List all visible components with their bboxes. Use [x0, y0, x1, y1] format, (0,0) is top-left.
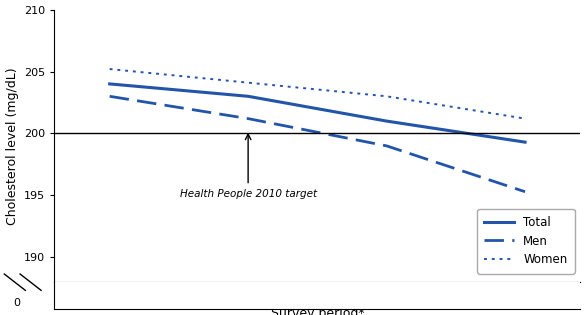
- X-axis label: Survey period*: Survey period*: [271, 307, 364, 315]
- Legend: Total, Men, Women: Total, Men, Women: [477, 209, 574, 273]
- Text: 0: 0: [13, 298, 20, 308]
- Text: Health People 2010 target: Health People 2010 target: [179, 189, 316, 199]
- Y-axis label: Cholesterol level (mg/dL): Cholesterol level (mg/dL): [5, 67, 19, 225]
